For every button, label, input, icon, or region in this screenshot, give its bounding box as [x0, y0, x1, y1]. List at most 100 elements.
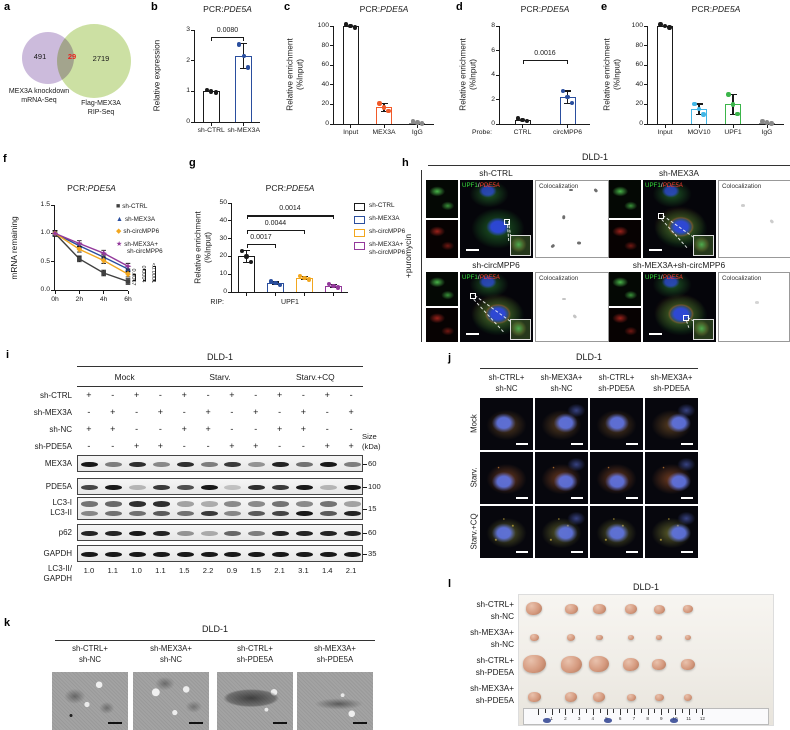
y-tick-mark	[644, 64, 647, 66]
sig-bracket	[133, 274, 136, 282]
protein-band	[81, 510, 99, 516]
coloc-speck	[755, 301, 759, 304]
y-tick-label: 3	[186, 26, 190, 33]
scale-bar	[681, 551, 693, 553]
scale-bar	[571, 551, 583, 553]
y-tick-label: 20	[321, 100, 329, 108]
chart-title-prefix: PCR:	[520, 4, 542, 14]
y-tick-label: 10	[219, 270, 227, 278]
x-category-label: circMPP6	[552, 129, 583, 136]
ruler-tick	[538, 709, 539, 715]
data-point	[352, 25, 358, 30]
condition-plus-minus: -	[135, 407, 139, 417]
protein-band	[81, 461, 99, 467]
legend-label: sh-circMPP6	[369, 228, 406, 235]
bar	[342, 26, 359, 124]
x-tick-mark	[350, 125, 352, 128]
ruler-tick	[606, 709, 608, 715]
tumor	[685, 635, 691, 640]
y-axis	[499, 26, 501, 125]
ruler-tick	[633, 709, 635, 715]
protein-band	[176, 484, 194, 490]
legend-marker: ◆	[116, 228, 122, 235]
scale-bar	[353, 721, 367, 724]
legend-label: sh-MEX3A+	[369, 241, 404, 248]
size-tick	[363, 553, 367, 555]
condition-row-label: sh-CTRL	[39, 391, 72, 400]
chart-title-gene: PDE5A	[223, 4, 252, 14]
data-point	[381, 105, 387, 110]
protein-band	[81, 530, 99, 536]
protein-band	[319, 551, 337, 557]
legend-label: sh-MEX3A+	[124, 240, 159, 248]
protein-band	[295, 530, 313, 536]
tumor	[567, 634, 575, 641]
protein-band	[200, 484, 218, 490]
condition-plus-minus: -	[230, 407, 234, 417]
y-tick-label: 2	[491, 95, 495, 103]
condition-plus-minus: -	[87, 407, 91, 417]
colocalization-image: Colocalization	[718, 180, 790, 258]
chart-title-gene: PDE5A	[380, 4, 409, 14]
panel-letter-b: b	[151, 1, 158, 13]
ruler-tick	[565, 709, 567, 715]
row-label: sh-PDE5A	[475, 696, 514, 705]
data-point	[565, 94, 570, 100]
condition-plus-minus: +	[229, 390, 235, 400]
protein-band	[224, 501, 242, 507]
tumor	[595, 634, 603, 641]
protein-band	[248, 551, 266, 557]
protein-band	[272, 551, 290, 557]
condition-row-label: sh-PDE5A	[34, 442, 72, 451]
ruler-tick	[599, 709, 601, 713]
coloc-speck	[561, 297, 566, 300]
blot-row-label: p62	[58, 528, 72, 537]
y-tick-label: 8	[491, 22, 495, 29]
protein-band	[176, 551, 194, 557]
data-point	[515, 116, 521, 121]
data-point	[297, 273, 303, 279]
fluor-image-cell	[480, 398, 533, 450]
fluor-image-cell	[590, 452, 643, 504]
header-rule	[428, 165, 790, 167]
protein-band	[248, 484, 266, 490]
tumor	[529, 633, 539, 641]
protein-band	[272, 461, 290, 467]
bar	[202, 91, 220, 122]
protein-band	[295, 501, 313, 507]
data-point	[662, 23, 668, 29]
sig-bracket	[246, 229, 305, 231]
row-label: sh-NC	[490, 612, 514, 621]
fluor-image-cell	[535, 506, 588, 558]
ruler-tick	[640, 709, 642, 713]
size-tick	[363, 463, 367, 465]
merge-label-sep: /	[477, 274, 480, 281]
x-axis-prefix: RIP:	[210, 299, 224, 306]
tumor	[623, 658, 639, 672]
condition-plus-minus: -	[325, 407, 329, 417]
x-tick-label: 4h	[99, 296, 108, 303]
colocalization-image: Colocalization	[535, 272, 609, 342]
western-blot-panel-i: DLD-1 Mock Starv. Starv.+CQ sh-CTRL + - + - + - + - +…	[0, 346, 396, 606]
x-tick-label: 2h	[75, 296, 84, 303]
y-tick-label: 0	[186, 118, 190, 125]
chart-title-gene: PDE5A	[541, 4, 570, 14]
y-tick-mark	[644, 84, 647, 86]
x-category-label: MOV10	[687, 129, 711, 136]
x-category-label: UPF1	[724, 129, 742, 136]
chart-title: PCR:PDE5A	[218, 183, 362, 193]
y-tick-label: 40	[321, 80, 329, 88]
condition-plus-minus: +	[181, 390, 187, 400]
tumor	[527, 691, 541, 703]
blot-strip	[77, 524, 363, 541]
condition-plus-minus: +	[86, 390, 92, 400]
y-tick-mark	[228, 202, 231, 204]
y-tick-mark	[191, 121, 194, 123]
sig-bracket-tick	[332, 215, 334, 220]
fluor-image-green	[426, 180, 458, 218]
data-point	[348, 23, 353, 29]
data-point	[701, 112, 706, 117]
ruler-tick	[551, 709, 553, 715]
protein-band	[129, 530, 147, 536]
legend-marker: ■	[116, 203, 121, 210]
